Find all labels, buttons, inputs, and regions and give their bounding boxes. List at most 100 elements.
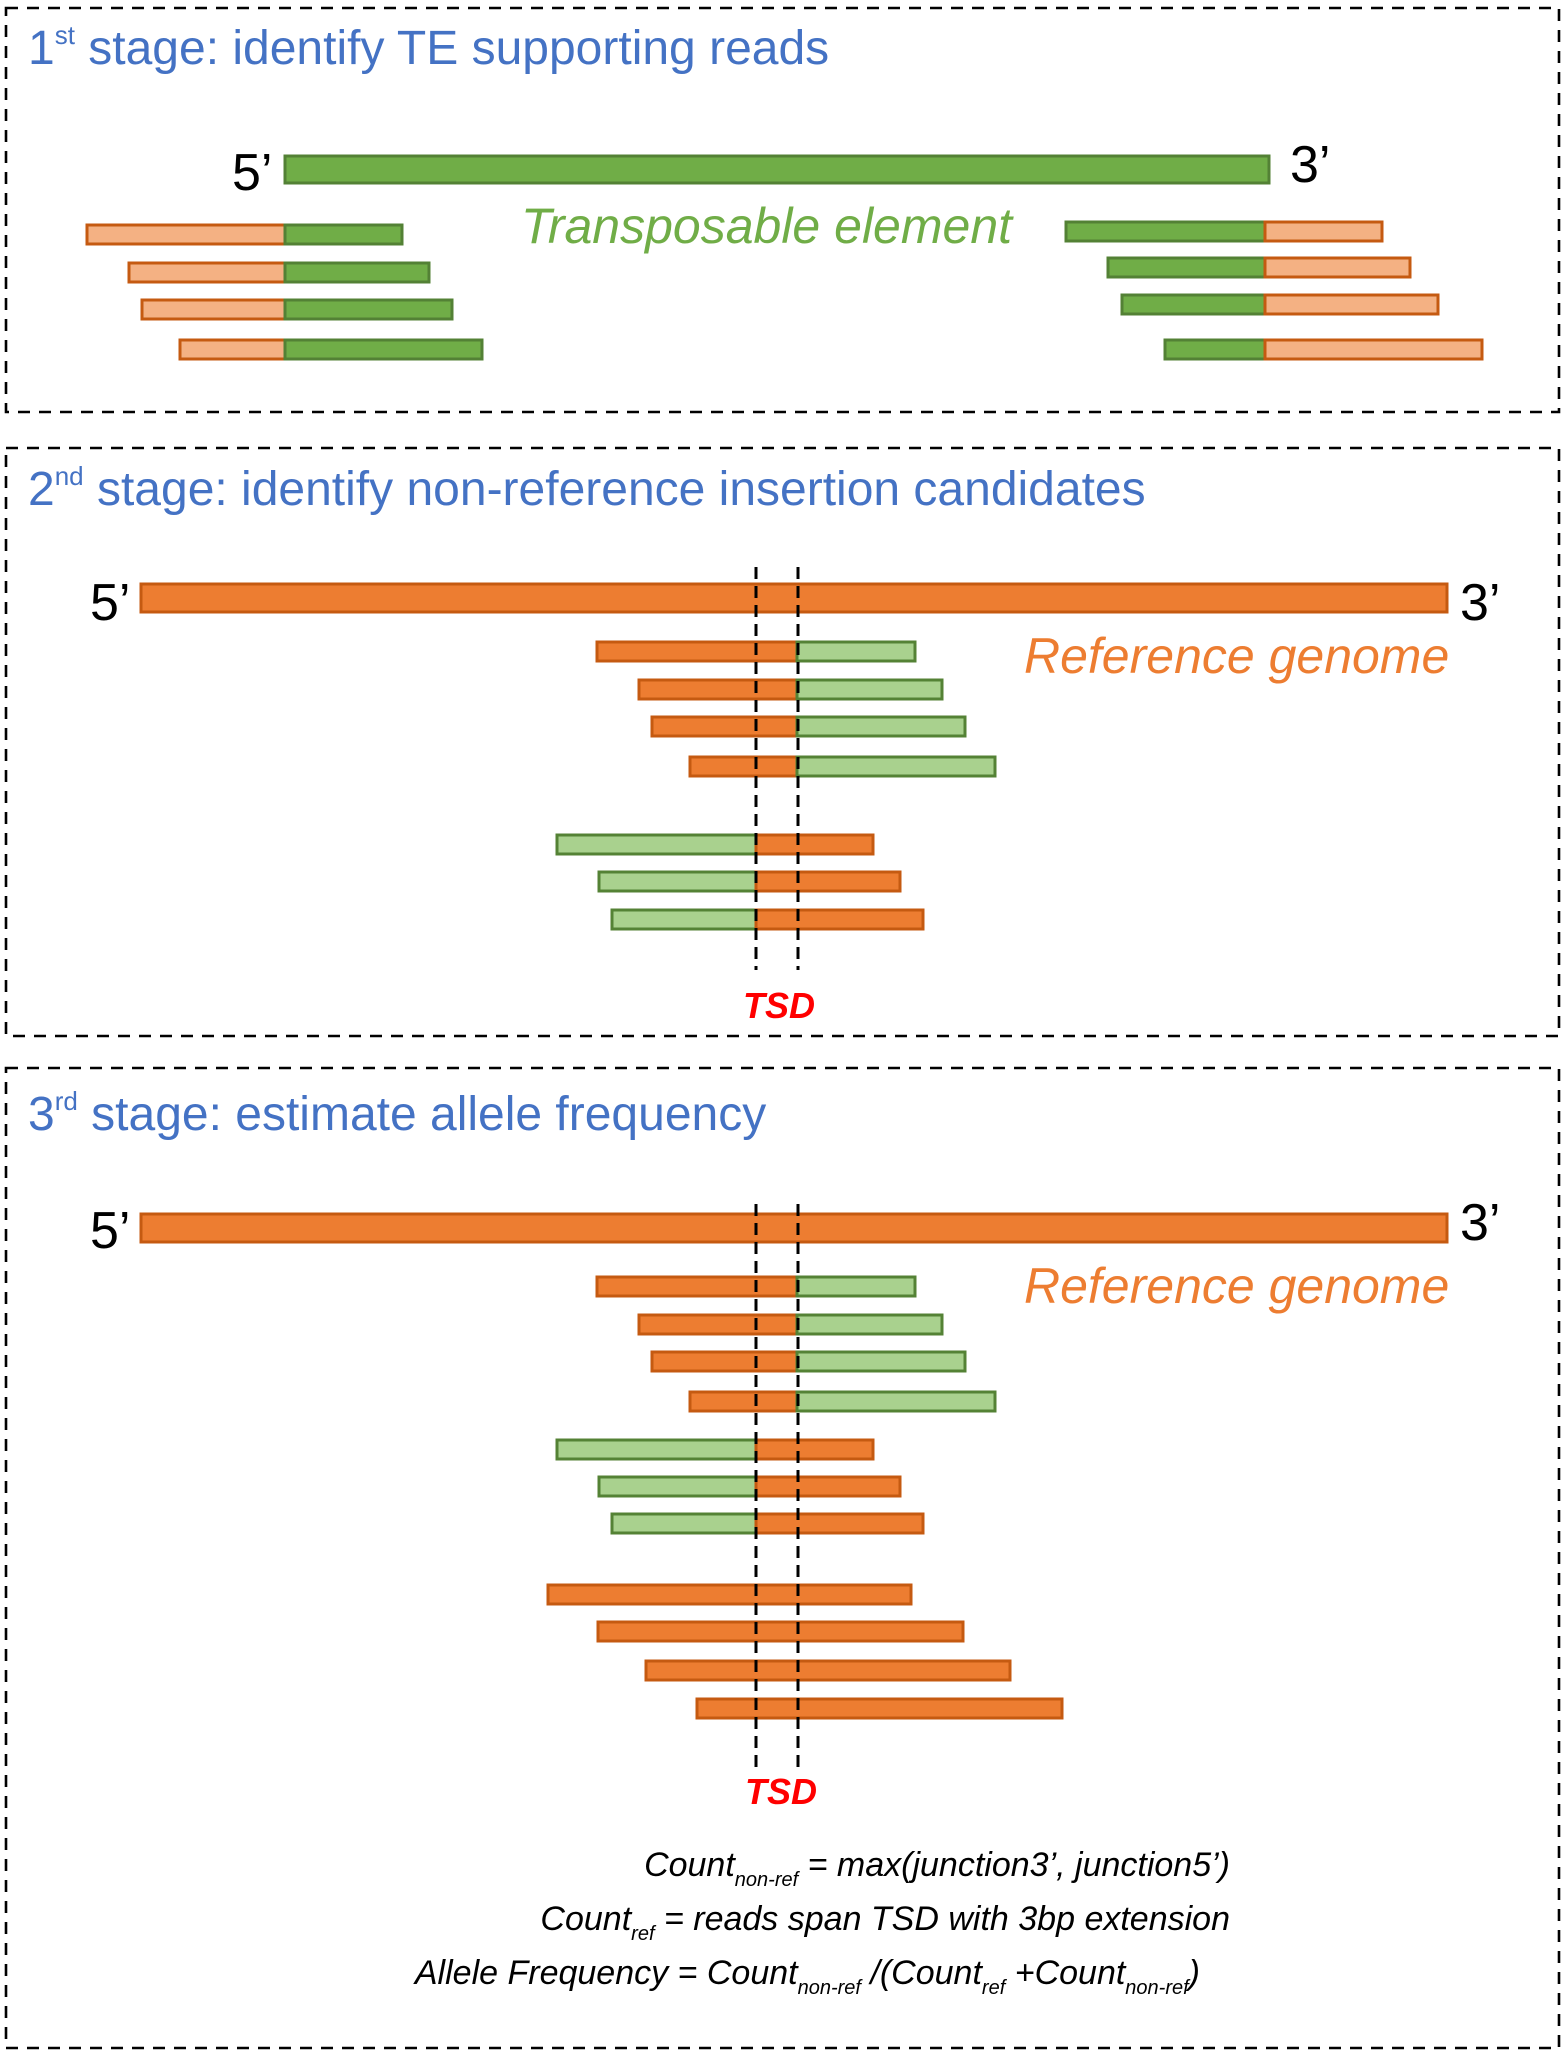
- sequencing-read: [644, 1659, 1012, 1682]
- stage-3-border: [4, 1066, 1561, 2050]
- read-left-segment: [555, 833, 758, 856]
- read-left-segment: [595, 1275, 799, 1298]
- sequencing-read: [688, 755, 997, 778]
- read-right-segment: [283, 223, 404, 246]
- stage-1-border: [4, 6, 1561, 414]
- read-left-segment: [1120, 293, 1267, 316]
- sequencing-read: [1064, 220, 1384, 243]
- read-left-segment: [688, 1390, 799, 1413]
- sequencing-read: [1120, 293, 1440, 316]
- read-left-segment: [85, 223, 287, 246]
- transposable-element-bar: [283, 154, 1271, 185]
- te-supporting-reads: [85, 220, 1484, 361]
- read-right-segment: [1263, 293, 1440, 316]
- stage-2-panel: 2nd stage: identify non-reference insert…: [4, 446, 1561, 1038]
- stage-3-title: 3rd stage: estimate allele frequency: [28, 1086, 766, 1141]
- sequencing-read: [637, 678, 944, 701]
- read-right-segment: [795, 1313, 944, 1336]
- sequencing-read: [688, 1390, 997, 1413]
- reference-genome-label: Reference genome: [1024, 1258, 1449, 1314]
- read-left-segment: [1106, 256, 1267, 279]
- reference-genome-bar: [139, 582, 1449, 614]
- read-left-segment: [597, 870, 758, 893]
- ref-3prime-label: 3’: [1460, 1194, 1500, 1252]
- read-right-segment: [283, 261, 431, 284]
- te-3prime-label: 3’: [1290, 136, 1330, 194]
- read-right-segment: [754, 870, 902, 893]
- read-right-segment: [754, 833, 875, 856]
- read-right-segment: [1263, 220, 1384, 243]
- ref-3prime-label: 3’: [1460, 574, 1500, 632]
- read-right-segment: [795, 755, 997, 778]
- sequencing-read: [546, 1583, 913, 1606]
- sequencing-read: [637, 1313, 944, 1336]
- read-right-segment: [695, 1697, 1064, 1720]
- sequencing-read: [1106, 256, 1412, 279]
- stage-1-panel: 1st stage: identify TE supporting reads …: [4, 6, 1561, 414]
- read-right-segment: [795, 640, 917, 663]
- sequencing-read: [178, 338, 484, 361]
- reference-genome-bar: [139, 1212, 1449, 1244]
- count-ref-formula: Countref = reads span TSD with 3bp exten…: [540, 1900, 1230, 1945]
- sequencing-read: [596, 1620, 965, 1643]
- sequencing-read: [610, 908, 925, 931]
- read-left-segment: [178, 338, 287, 361]
- ref-5prime-label: 5’: [90, 1202, 130, 1260]
- te-5prime-label: 5’: [232, 144, 272, 202]
- stage-3-panel: 3rd stage: estimate allele frequency 5’ …: [4, 1066, 1561, 2050]
- read-left-segment: [637, 678, 799, 701]
- sequencing-read: [695, 1697, 1064, 1720]
- allele-frequency-reads: [546, 1275, 1064, 1720]
- insertion-candidate-reads: [555, 640, 997, 931]
- read-left-segment: [555, 1438, 758, 1461]
- sequencing-read: [127, 261, 431, 284]
- read-right-segment: [1263, 256, 1412, 279]
- read-right-segment: [644, 1659, 1012, 1682]
- read-right-segment: [283, 298, 454, 321]
- read-right-segment: [754, 908, 925, 931]
- read-right-segment: [754, 1475, 902, 1498]
- sequencing-read: [85, 223, 404, 246]
- read-left-segment: [597, 1475, 758, 1498]
- read-right-segment: [596, 1620, 965, 1643]
- ref-5prime-label: 5’: [90, 574, 130, 632]
- read-left-segment: [1064, 220, 1267, 243]
- tsd-label: TSD: [745, 1771, 817, 1812]
- sequencing-read: [650, 715, 967, 738]
- read-left-segment: [1163, 338, 1267, 361]
- read-right-segment: [754, 1512, 925, 1535]
- read-left-segment: [127, 261, 287, 284]
- tsd-label: TSD: [743, 985, 815, 1026]
- read-right-segment: [795, 715, 967, 738]
- read-left-segment: [610, 908, 758, 931]
- stage-2-border: [4, 446, 1561, 1038]
- read-left-segment: [637, 1313, 799, 1336]
- read-left-segment: [688, 755, 799, 778]
- stage-1-title: 1st stage: identify TE supporting reads: [28, 20, 829, 75]
- sequencing-read: [650, 1350, 967, 1373]
- read-left-segment: [140, 298, 287, 321]
- read-right-segment: [1263, 338, 1484, 361]
- sequencing-read: [140, 298, 454, 321]
- read-left-segment: [610, 1512, 758, 1535]
- sequencing-read: [610, 1512, 925, 1535]
- sequencing-read: [555, 1438, 875, 1461]
- sequencing-read: [597, 1475, 902, 1498]
- count-non-ref-formula: Countnon-ref = max(junction3’, junction5…: [644, 1846, 1230, 1891]
- read-right-segment: [546, 1583, 913, 1606]
- transposable-element-label: Transposable element: [521, 198, 1014, 254]
- read-right-segment: [795, 678, 944, 701]
- sequencing-read: [597, 870, 902, 893]
- stage-2-title: 2nd stage: identify non-reference insert…: [28, 461, 1146, 516]
- reference-genome-label: Reference genome: [1024, 628, 1449, 684]
- read-right-segment: [795, 1350, 967, 1373]
- read-right-segment: [283, 338, 484, 361]
- read-left-segment: [650, 715, 799, 738]
- read-right-segment: [795, 1275, 917, 1298]
- sequencing-read: [1163, 338, 1484, 361]
- read-right-segment: [754, 1438, 875, 1461]
- read-left-segment: [650, 1350, 799, 1373]
- sequencing-read: [555, 833, 875, 856]
- read-right-segment: [795, 1390, 997, 1413]
